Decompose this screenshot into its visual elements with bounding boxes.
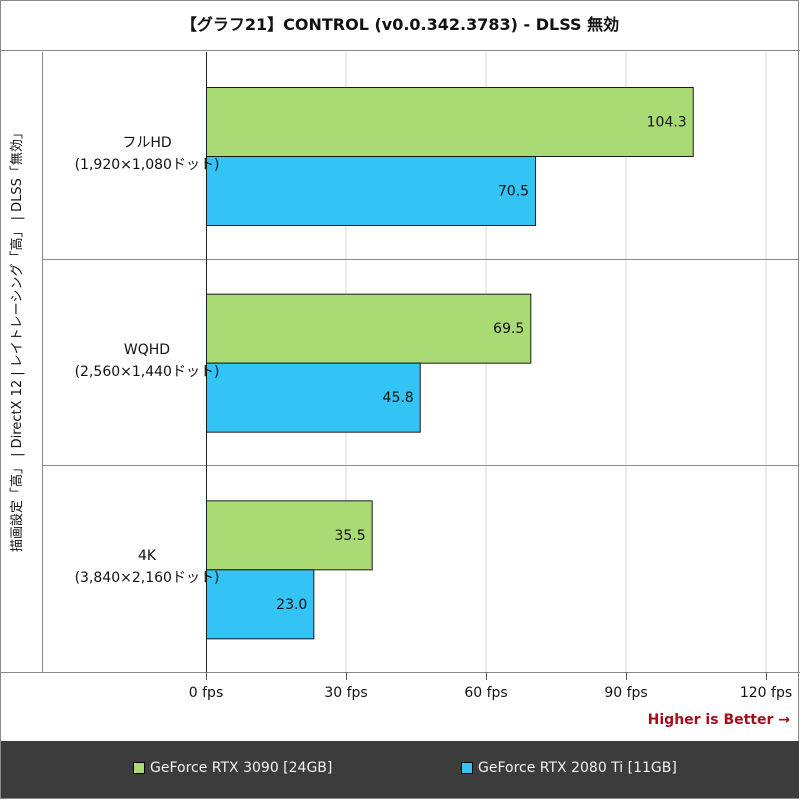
bar-value-label: 70.5	[498, 184, 529, 200]
x-tick-label: 0 fps	[188, 685, 224, 701]
bar-value-label: 35.5	[334, 528, 365, 544]
category-resolution: (1,920×1,080ドット)	[74, 157, 220, 173]
legend-item-rtx3090: GeForce RTX 3090 [24GB]	[133, 760, 332, 776]
bar-value-label: 104.3	[647, 115, 687, 131]
x-tick-label: 30 fps	[324, 685, 368, 701]
legend-swatch-green	[133, 762, 145, 774]
y-axis-label: 描画設定「高」 | DirectX 12 | レイトレーシング「高」 | DLS…	[10, 126, 25, 552]
legend-item-rtx2080ti: GeForce RTX 2080 Ti [11GB]	[461, 760, 677, 776]
category-label: 4K (3,840×2,160ドット)	[17, 545, 247, 589]
bar-rtx2080ti	[206, 362, 421, 433]
x-tick-label: 90 fps	[604, 685, 648, 701]
chart-title: 【グラフ21】CONTROL (v0.0.342.3783) - DLSS 無効	[180, 15, 620, 34]
category-resolution: (2,560×1,440ドット)	[74, 363, 220, 380]
bar-value-label: 69.5	[493, 321, 524, 337]
legend-label-rtx3090: GeForce RTX 3090 [24GB]	[150, 760, 333, 776]
category-label: フルHD (1,920×1,080ドット)	[17, 132, 247, 176]
bar-value-label: 23.0	[276, 597, 307, 613]
category-label: WQHD (2,560×1,440ドット)	[17, 339, 247, 383]
legend-swatch-blue	[461, 762, 473, 774]
bar-rtx3090	[206, 87, 694, 157]
legend-label-rtx2080ti: GeForce RTX 2080 Ti [11GB]	[478, 760, 677, 776]
bar-rtx2080ti	[206, 569, 315, 640]
bar-value-label: 45.8	[383, 390, 414, 406]
higher-is-better-note: Higher is Better →	[647, 712, 790, 728]
bar-rtx3090	[206, 293, 532, 364]
category-name: 4K	[137, 548, 157, 565]
x-tick-label: 60 fps	[464, 685, 508, 701]
category-resolution: (3,840×2,160ドット)	[74, 570, 220, 587]
x-tick-label: 120 fps	[739, 685, 793, 701]
category-name: WQHD	[123, 341, 171, 358]
legend: GeForce RTX 3090 [24GB] GeForce RTX 2080…	[1, 741, 799, 798]
title-divider	[0, 50, 800, 51]
category-name: フルHD	[122, 135, 172, 151]
bar-rtx2080ti	[206, 156, 536, 226]
